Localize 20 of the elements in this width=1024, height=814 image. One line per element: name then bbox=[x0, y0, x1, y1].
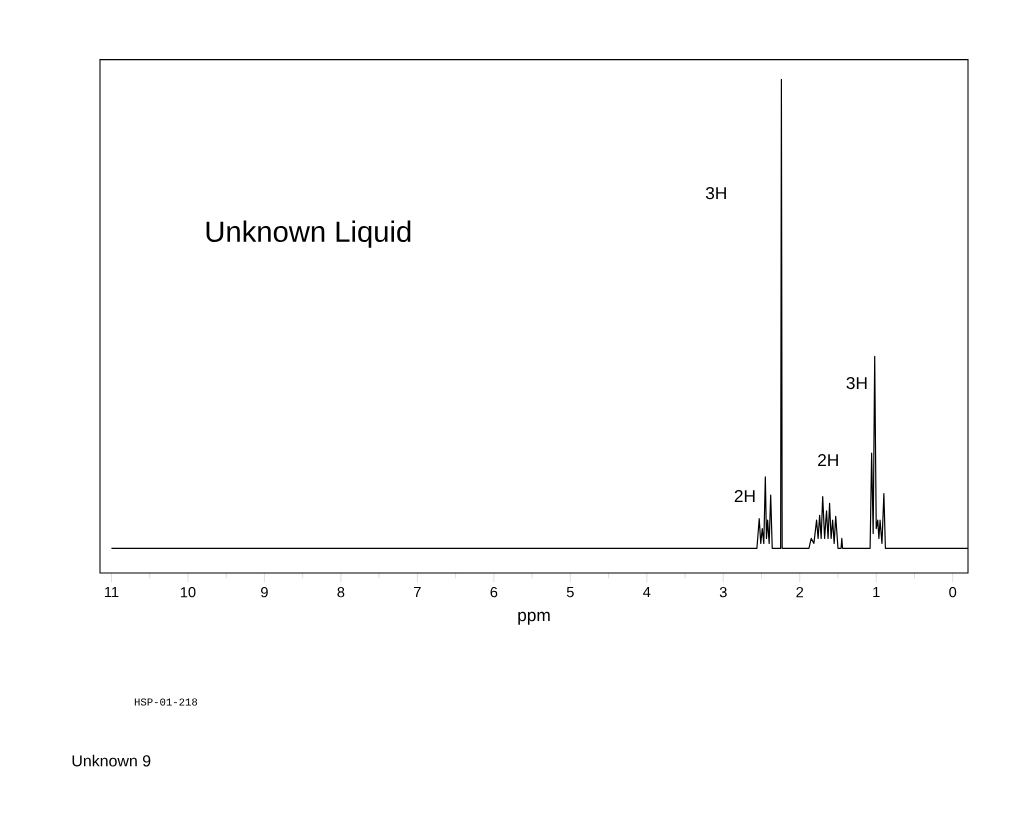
annotation: 3H bbox=[846, 376, 867, 390]
x-tick-label: 3 bbox=[719, 587, 727, 598]
x-tick-label: 8 bbox=[337, 587, 345, 598]
annotation: 2H bbox=[734, 489, 755, 503]
text: Unknown 9 bbox=[72, 754, 151, 767]
text: HSP-01-218 bbox=[134, 698, 198, 706]
text: Unknown Liquid bbox=[206, 220, 411, 248]
x-tick-label: 2 bbox=[796, 587, 804, 598]
x-tick-label: 5 bbox=[566, 587, 574, 598]
x-tick-label: 6 bbox=[490, 587, 498, 598]
x-tick-label: 0 bbox=[949, 587, 957, 598]
x-tick-label: 4 bbox=[643, 587, 651, 598]
x-tick-label: 11 bbox=[104, 587, 119, 598]
x-tick-label: 1 bbox=[873, 587, 880, 598]
annotation: 3H bbox=[705, 187, 726, 200]
x-tick-label: 10 bbox=[180, 587, 196, 598]
annotation: 2H bbox=[818, 454, 838, 467]
x-tick-label: 7 bbox=[414, 587, 421, 598]
x-axis-title: ppm bbox=[518, 611, 550, 625]
x-tick-label: 9 bbox=[261, 587, 268, 598]
